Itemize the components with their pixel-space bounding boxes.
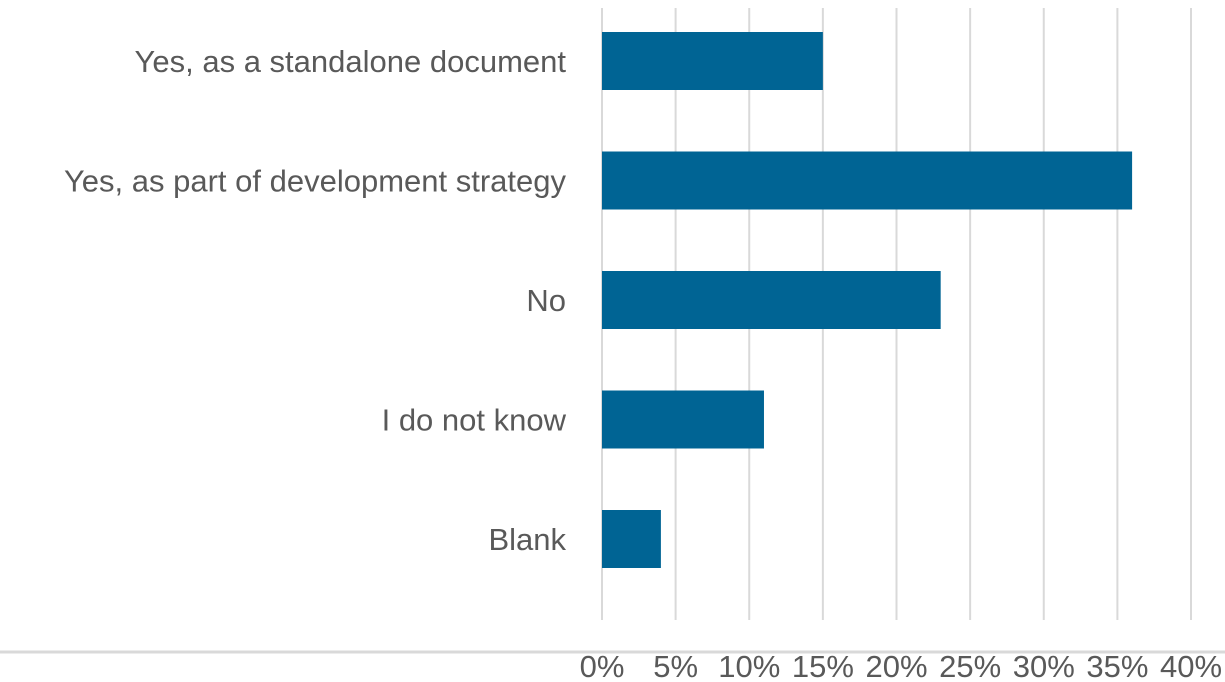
- x-tick-label: 40%: [1160, 649, 1222, 682]
- bar: [602, 390, 764, 449]
- category-labels: Yes, as a standalone document Yes, as par…: [64, 44, 567, 557]
- x-tick-labels: 0% 5% 10% 15% 20% 25% 30% 35% 40%: [580, 649, 1222, 682]
- category-label: I do not know: [382, 403, 567, 438]
- bar: [602, 271, 941, 329]
- x-tick-label: 20%: [865, 649, 927, 682]
- bar: [602, 151, 1133, 210]
- bar: [602, 510, 661, 568]
- x-tick-label: 30%: [1013, 649, 1075, 682]
- bars: [602, 32, 1133, 568]
- category-label: Yes, as part of development strategy: [64, 164, 567, 199]
- x-tick-label: 25%: [939, 649, 1001, 682]
- x-tick-label: 0%: [580, 649, 625, 682]
- category-label: No: [526, 283, 566, 318]
- x-tick-label: 5%: [653, 649, 698, 682]
- x-tick-label: 10%: [718, 649, 780, 682]
- category-label: Blank: [488, 522, 566, 557]
- x-tick-label: 15%: [792, 649, 854, 682]
- category-label: Yes, as a standalone document: [135, 44, 567, 79]
- x-tick-label: 35%: [1086, 649, 1148, 682]
- bar: [602, 32, 823, 90]
